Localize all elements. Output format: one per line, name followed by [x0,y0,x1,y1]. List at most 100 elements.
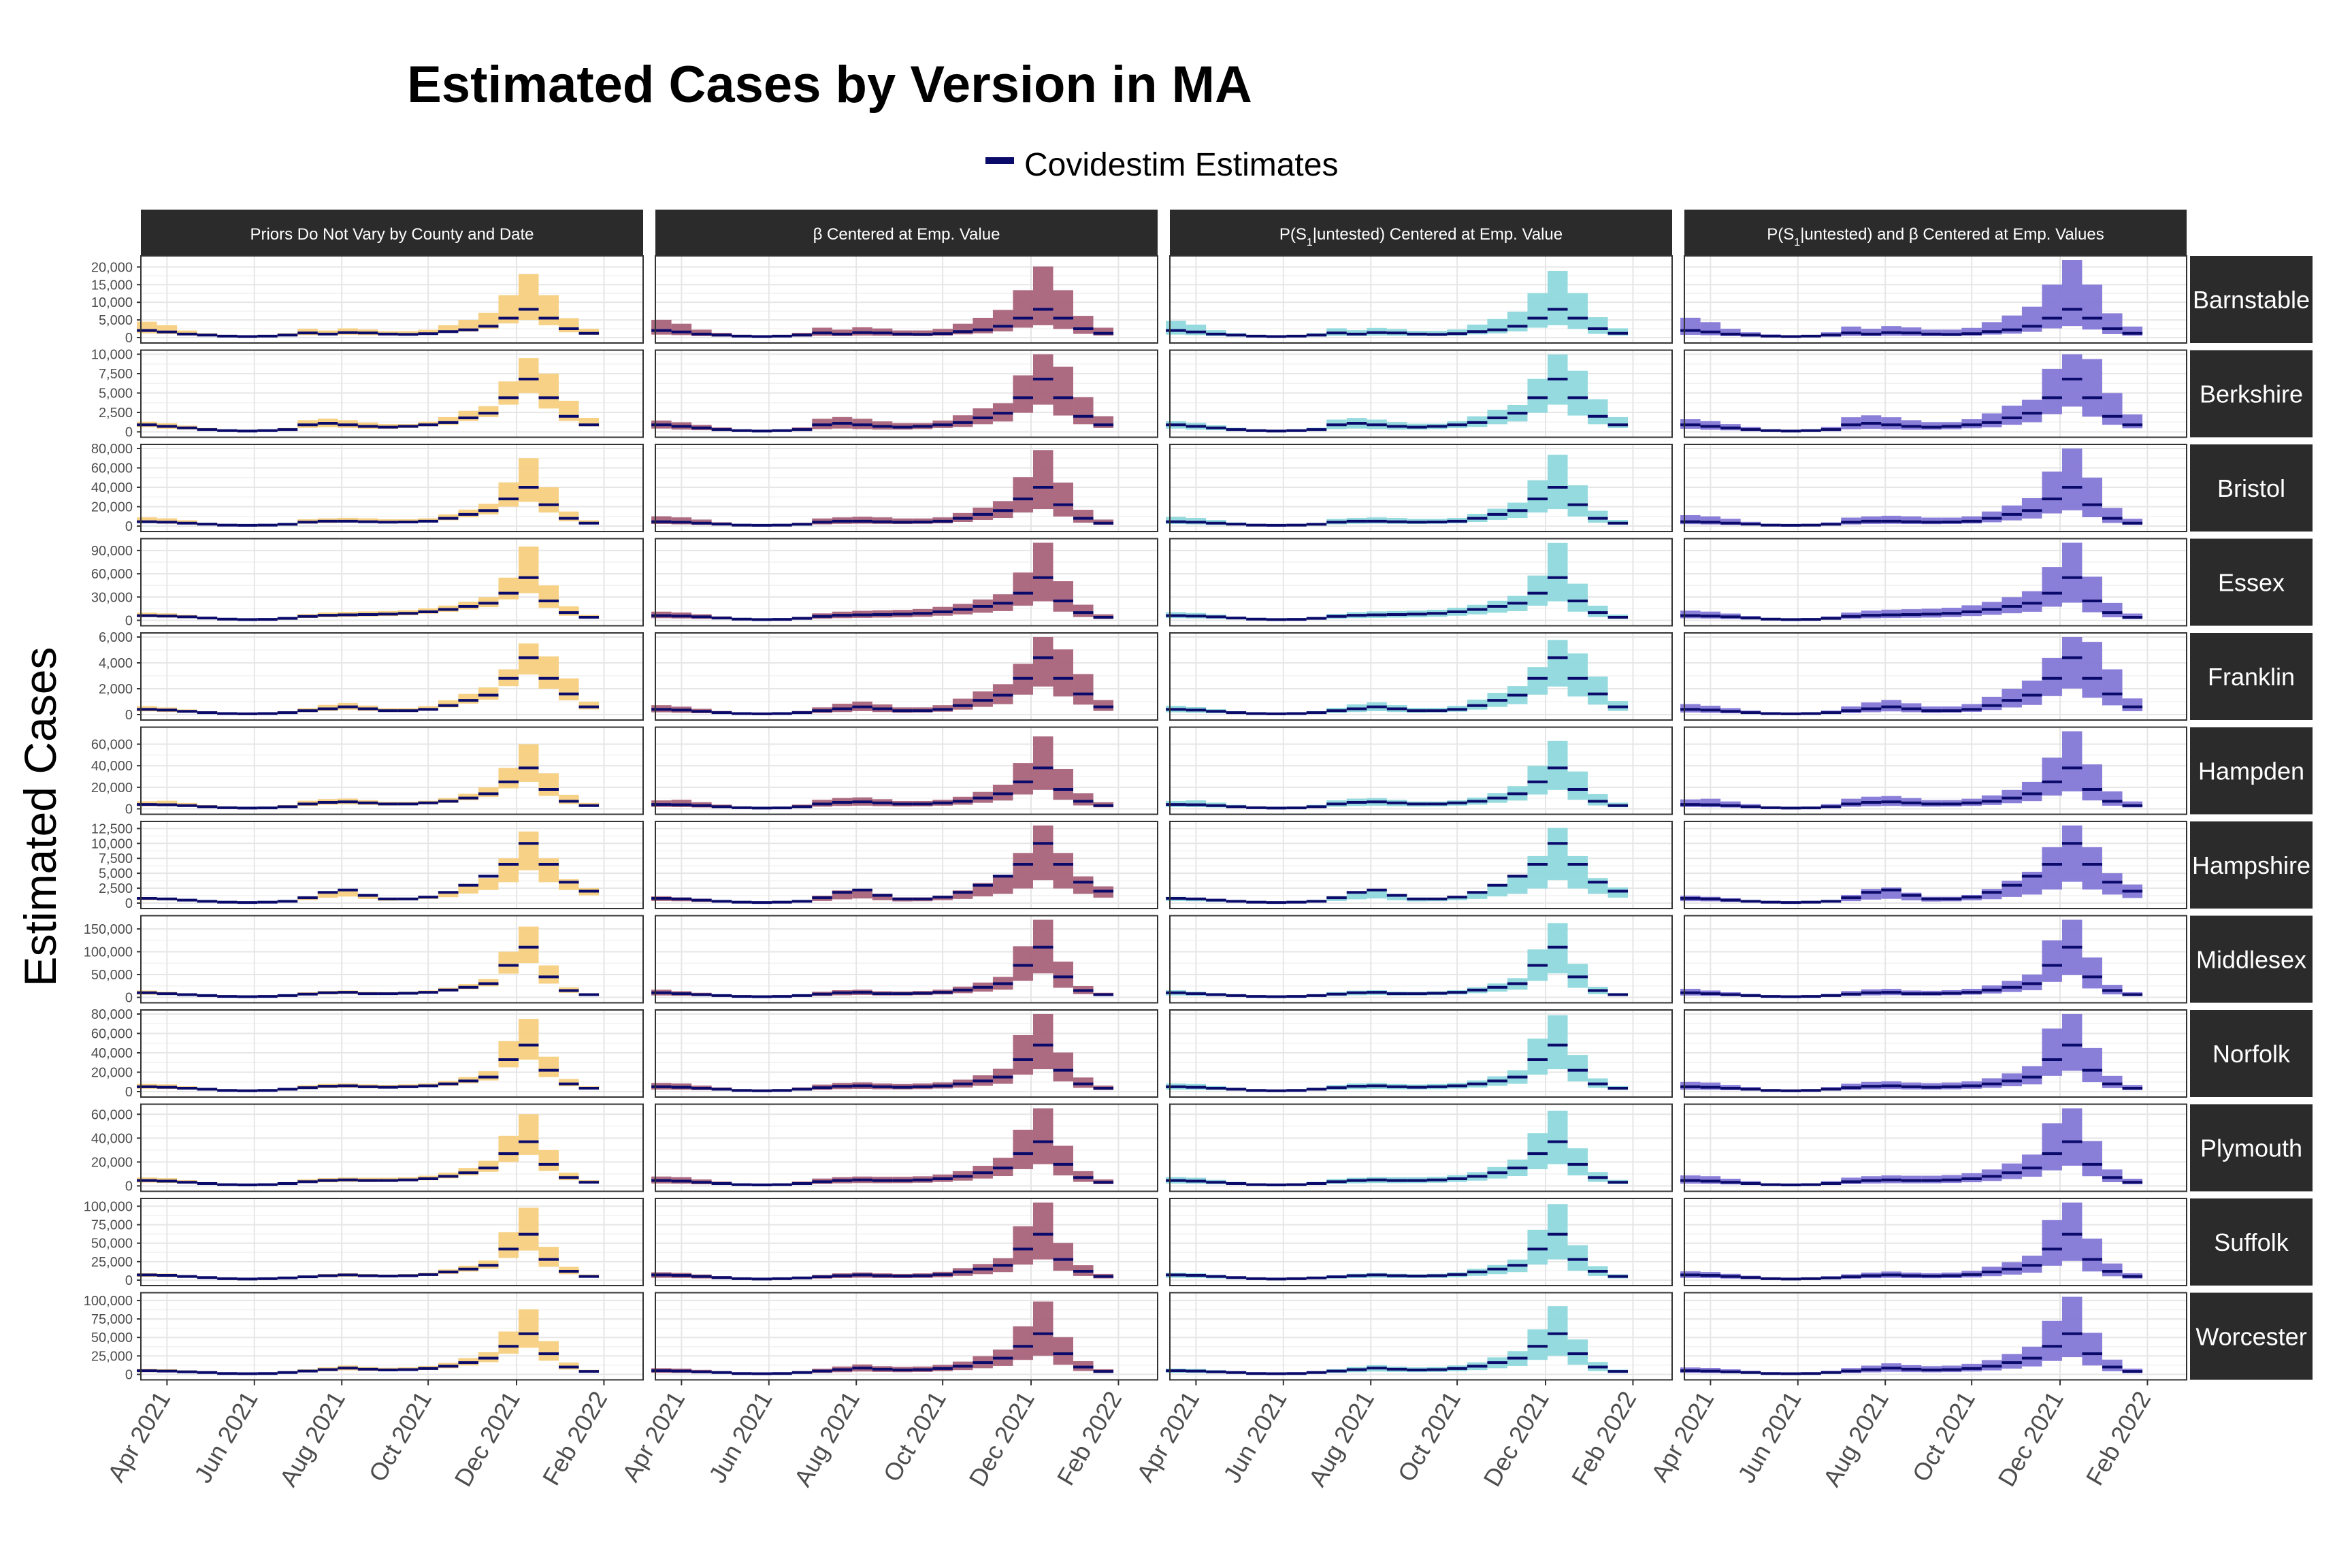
facet-grid: Priors Do Not Vary by County and Date β C… [84,210,2313,1491]
interval-band [1680,317,1701,335]
interval-band [2042,940,2062,982]
panel [1680,538,2187,627]
interval-band [538,585,559,608]
panel-border [1169,444,1673,532]
interval-band [1981,889,2002,900]
interval-band [1487,884,1507,897]
y-tick-label: 10,000 [91,348,133,363]
interval-band [1032,1301,1054,1356]
x-tick-label: Apr 2021 [617,1386,691,1486]
row-label: Bristol [2217,474,2285,502]
interval-band [1700,516,1721,525]
y-tick-label: 2,500 [99,406,133,421]
column-title: β Centered at Emp. Value [813,225,1000,244]
interval-band [559,606,579,616]
interval-band [1567,293,1588,329]
y-tick-label: 40,000 [91,1046,133,1061]
panel-border [1684,632,2187,721]
interval-band [438,892,459,898]
interval-band [1567,771,1588,800]
panel-border [655,632,1158,721]
interval-band [1013,946,1033,981]
x-tick-label: Dec 2021 [963,1386,1040,1491]
interval-band [559,678,579,701]
interval-band [518,1114,539,1155]
row-label: Plymouth [2200,1134,2302,1162]
y-tick-label: 15,000 [91,278,133,293]
interval-band [2042,1028,2062,1076]
panel [1680,349,2187,438]
interval-band [1073,793,1094,806]
column-title: Priors Do Not Vary by County and Date [250,225,534,244]
panel-border [1169,255,1673,344]
interval-band [438,700,459,708]
interval-band [1032,542,1054,602]
panel-border [1169,1292,1673,1381]
interval-band [1981,511,2002,523]
interval-band [1527,1133,1548,1169]
interval-band [2082,359,2103,417]
interval-band [1186,324,1207,336]
interval-band [2061,542,2082,603]
interval-band [478,1160,499,1172]
interval-band [1547,1015,1568,1070]
interval-band [1093,416,1114,428]
panel [137,821,644,909]
interval-band [1547,1111,1568,1164]
row-label: Norfolk [2212,1040,2291,1068]
panel-border [1684,1198,2187,1286]
panel [1166,349,1673,438]
row-strip [2190,1010,2313,1097]
x-tick-label: Feb 2022 [1051,1386,1128,1490]
interval-band [538,656,559,689]
panel-border [1684,1292,2187,1381]
panel-border [1169,349,1673,438]
y-tick-label: 50,000 [91,1237,133,1252]
interval-band [458,693,478,704]
panel [1166,632,1673,721]
row-strip [2190,444,2313,532]
panel [1680,1009,2187,1098]
x-tick-label: Aug 2021 [274,1386,351,1491]
y-tick-label: 0 [125,425,133,440]
panel [651,255,1158,344]
interval-band [518,1019,539,1060]
interval-band [1013,1129,1033,1169]
panel-border [655,726,1158,815]
interval-band [1841,417,1861,429]
interval-band [2021,498,2042,519]
y-tick-label: 12,500 [91,821,133,836]
interval-band [498,858,519,883]
interval-band [2021,1066,2042,1085]
y-tick-label: 20,000 [91,500,133,515]
x-tick-label: Jun 2021 [703,1386,778,1488]
interval-band [2042,471,2062,514]
interval-band [1547,542,1568,602]
interval-band [2042,368,2062,414]
interval-band [1567,653,1588,697]
interval-band [1073,397,1094,425]
panel-border [140,1292,644,1381]
y-tick-label: 0 [125,331,133,346]
interval-band [1073,604,1094,617]
interval-band [2102,791,2123,806]
interval-band [518,1309,539,1348]
panel [651,538,1158,627]
panel-border [1684,538,2187,627]
interval-band [1073,674,1094,705]
interval-band [1527,855,1548,889]
panel [1680,726,2187,815]
y-tick-label: 100,000 [84,945,133,960]
interval-band [1547,828,1568,881]
interval-band [2002,689,2022,708]
panel-background [1170,633,1672,720]
panel [137,349,644,438]
interval-band [1467,891,1488,899]
y-tick-label: 4,000 [99,656,133,671]
y-tick-label: 7,500 [99,367,133,382]
interval-band [1547,740,1568,790]
interval-band [1961,327,1982,336]
interval-band [478,787,499,798]
row-label: Barnstable [2193,286,2310,314]
interval-band [538,1056,559,1077]
